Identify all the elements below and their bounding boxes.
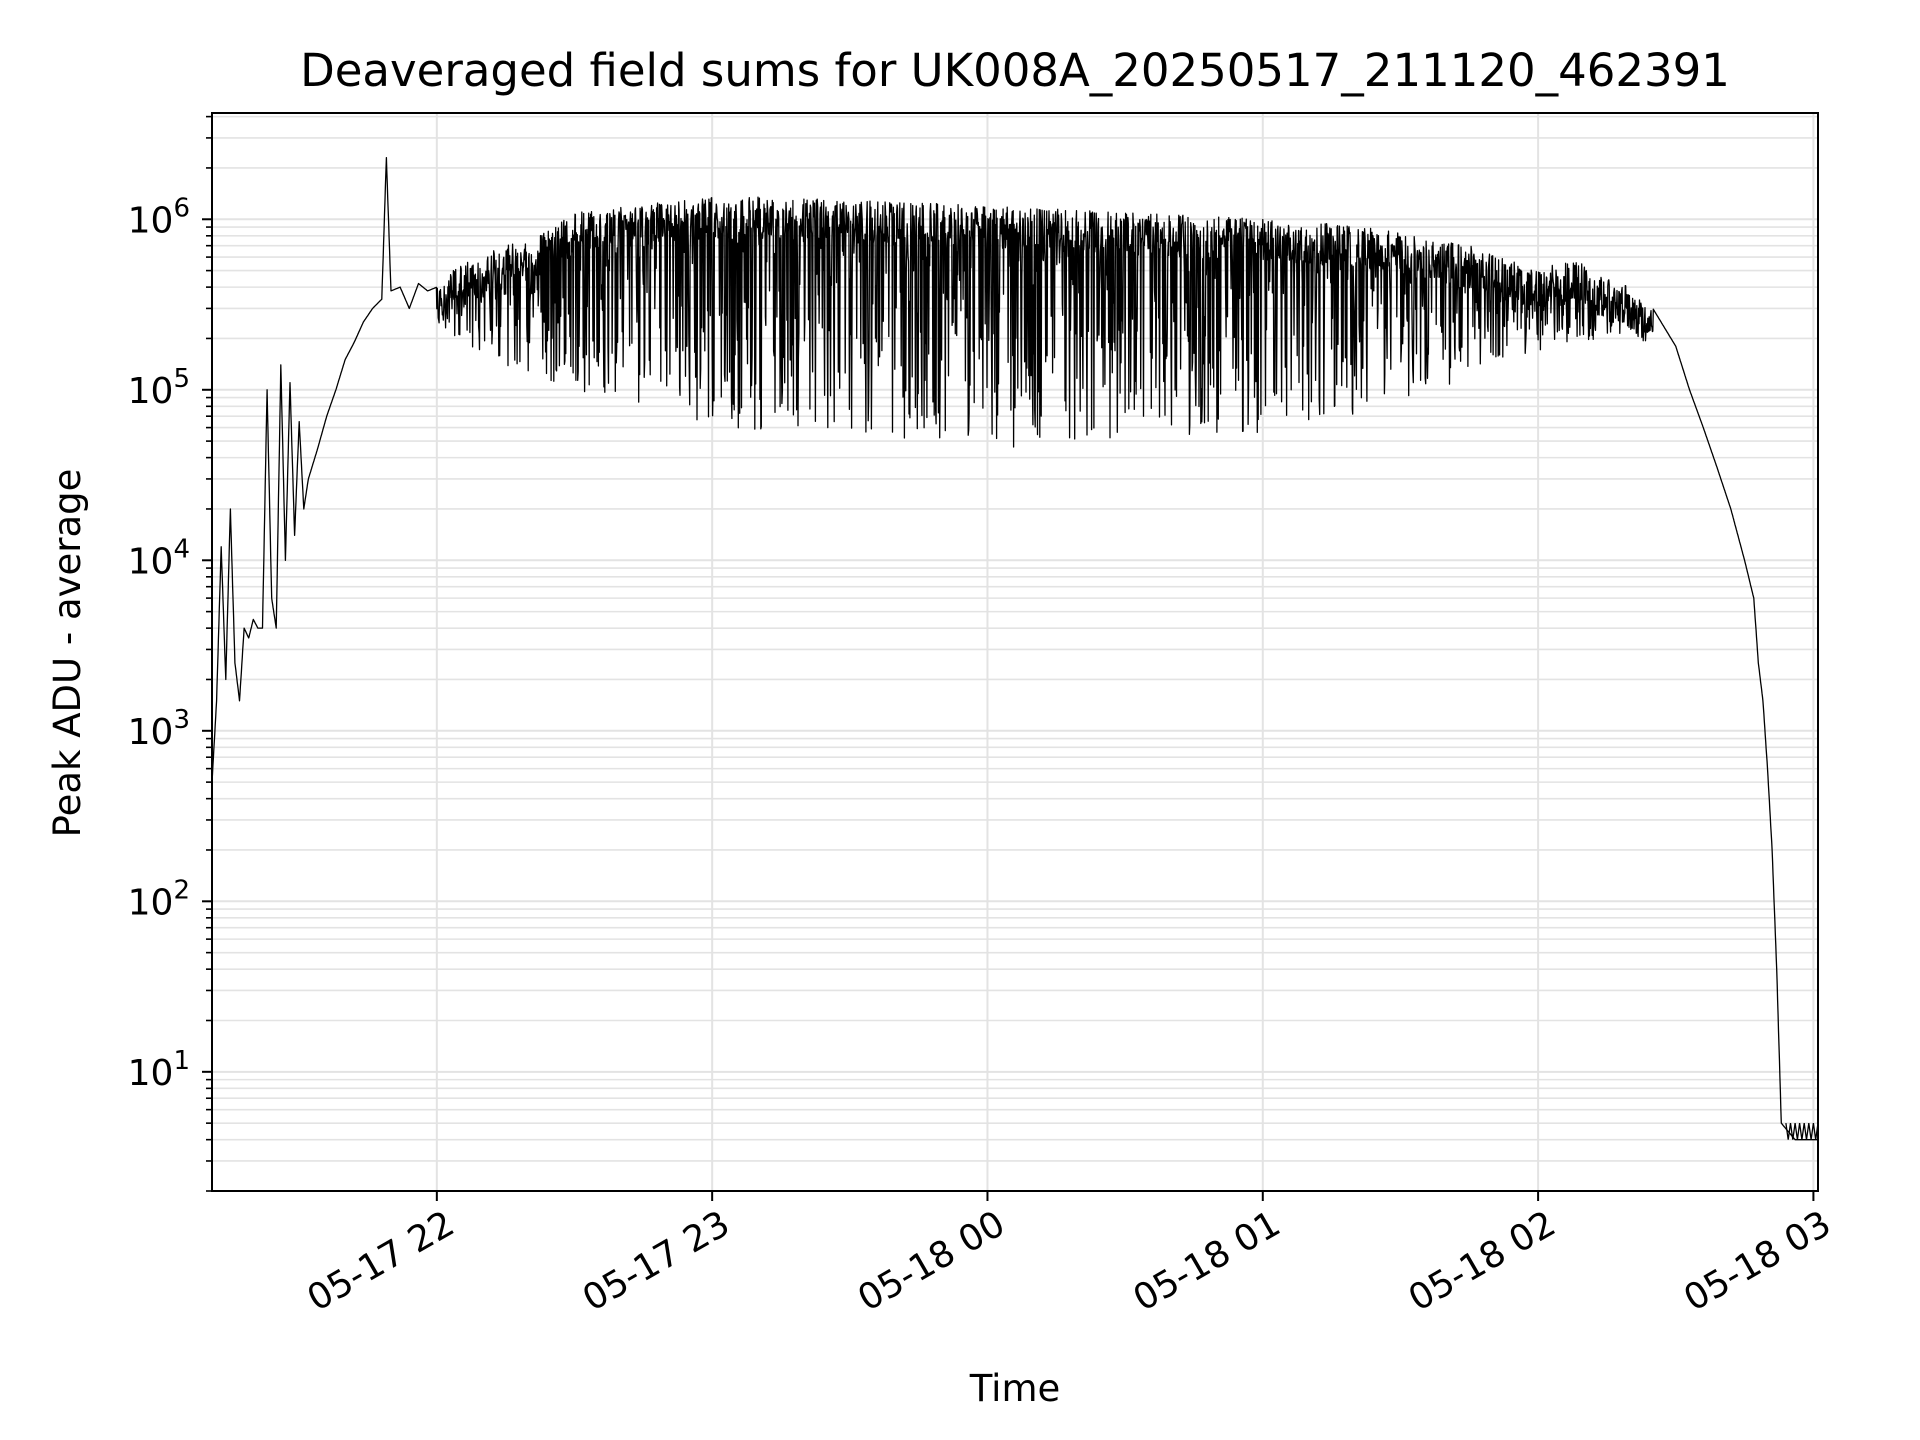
chart-title: Deaveraged field sums for UK008A_2025051… — [300, 44, 1730, 97]
y-axis-label: Peak ADU - average — [46, 469, 89, 838]
y-tick-label: 101 — [128, 1046, 190, 1094]
x-axis-label: Time — [969, 1367, 1061, 1410]
y-tick-label: 104 — [128, 534, 190, 582]
series-line — [211, 156, 1819, 1141]
data-layer — [211, 156, 1819, 1141]
series-tail — [1785, 1123, 1819, 1140]
y-tick-label: 106 — [128, 193, 190, 241]
y-tick-label: 102 — [128, 875, 190, 923]
y-tick-label: 105 — [128, 364, 190, 412]
plot-frame — [211, 112, 1819, 1192]
y-tick-label: 103 — [128, 705, 190, 753]
